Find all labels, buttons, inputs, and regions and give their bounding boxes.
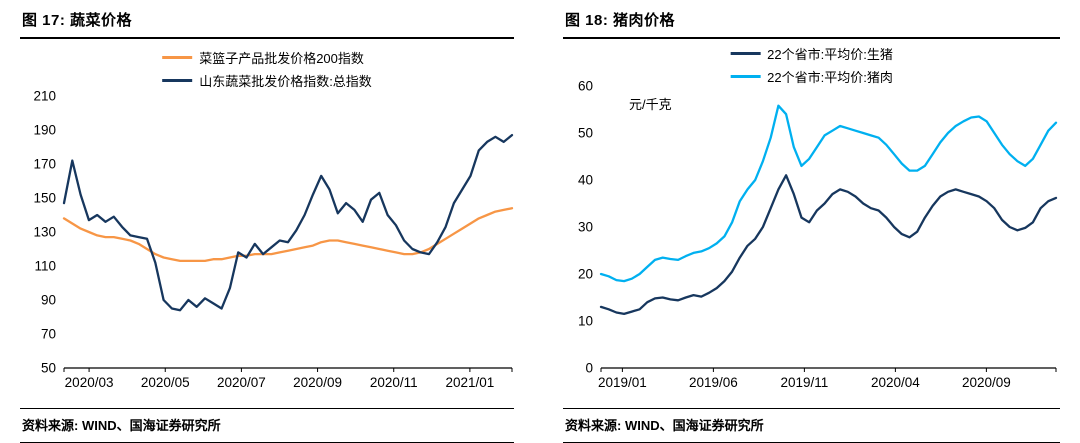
legend-item: 22个省市:平均价:猪肉 bbox=[730, 65, 893, 88]
y-tick-label: 110 bbox=[34, 259, 56, 274]
x-tick-label: 2021/01 bbox=[445, 375, 494, 390]
y-tick-label: 190 bbox=[33, 123, 56, 138]
legend-label: 山东蔬菜批发价格指数:总指数 bbox=[199, 74, 372, 89]
legend-label: 菜篮子产品批发价格200指数 bbox=[199, 51, 364, 66]
x-tick-label: 2020/05 bbox=[141, 375, 190, 390]
legend-item: 山东蔬菜批发价格指数:总指数 bbox=[162, 69, 372, 92]
y-tick-label: 50 bbox=[41, 361, 56, 376]
legend-item: 22个省市:平均价:生猪 bbox=[730, 42, 893, 65]
y-tick-label: 150 bbox=[33, 191, 56, 206]
y-tick-label: 210 bbox=[33, 89, 56, 104]
y-tick-label: 130 bbox=[33, 225, 56, 240]
x-tick-label: 2019/06 bbox=[689, 375, 738, 390]
y-tick-label: 60 bbox=[578, 79, 593, 94]
y-tick-label: 40 bbox=[578, 173, 593, 188]
x-tick-label: 2020/09 bbox=[962, 375, 1011, 390]
legend-item: 菜篮子产品批发价格200指数 bbox=[162, 46, 372, 69]
y-tick-label: 70 bbox=[41, 327, 56, 342]
y-tick-label: 10 bbox=[578, 314, 593, 329]
vegetable-price-chart: 50 70 90 110 130 150 170 190 210 2020/03 2020/05 20… bbox=[33, 89, 514, 390]
x-tick-label: 2019/01 bbox=[598, 375, 647, 390]
legend-line-swatch bbox=[162, 56, 193, 59]
x-tick-label: 2020/09 bbox=[293, 375, 342, 390]
x-tick-label: 2020/11 bbox=[370, 375, 418, 390]
figure-vegetable-prices: 图 17: 蔬菜价格 菜篮子产品批发价格200指数 山东蔬菜批发价格指数:总指数… bbox=[20, 6, 514, 443]
x-tick-label: 2019/11 bbox=[780, 375, 828, 390]
figure-title: 图 18: 猪肉价格 bbox=[563, 6, 1060, 39]
source-note: 资料来源: WIND、国海证券研究所 bbox=[563, 408, 1060, 443]
x-tick-label: 2020/07 bbox=[217, 375, 266, 390]
y-tick-label: 170 bbox=[33, 157, 56, 172]
legend: 菜篮子产品批发价格200指数 山东蔬菜批发价格指数:总指数 bbox=[162, 46, 372, 92]
legend-line-swatch bbox=[730, 75, 761, 78]
series-line bbox=[599, 104, 1058, 283]
pork-price-chart: 0 10 20 30 40 50 60 2019/01 2019/06 2019/11 2020/0… bbox=[578, 79, 1058, 390]
x-tick-label: 2020/04 bbox=[871, 375, 920, 390]
y-tick-label: 30 bbox=[578, 220, 593, 235]
y-tick-label: 20 bbox=[578, 267, 593, 282]
legend-label: 22个省市:平均价:猪肉 bbox=[767, 70, 893, 85]
y-tick-label: 0 bbox=[585, 361, 593, 376]
x-tick-label: 2020/03 bbox=[65, 375, 114, 390]
y-tick-label: 50 bbox=[578, 126, 593, 141]
figure-pork-prices: 图 18: 猪肉价格 22个省市:平均价:生猪 22个省市:平均价:猪肉 元/千… bbox=[563, 6, 1060, 443]
series-line bbox=[62, 133, 514, 312]
legend-line-swatch bbox=[730, 52, 761, 55]
legend-label: 22个省市:平均价:生猪 bbox=[767, 47, 893, 62]
legend-line-swatch bbox=[162, 79, 193, 82]
legend: 22个省市:平均价:生猪 22个省市:平均价:猪肉 bbox=[730, 42, 893, 88]
y-tick-label: 90 bbox=[41, 293, 56, 308]
source-note: 资料来源: WIND、国海证券研究所 bbox=[20, 408, 514, 443]
series-line bbox=[599, 174, 1058, 316]
y-axis-unit-label: 元/千克 bbox=[629, 97, 672, 112]
figure-title: 图 17: 蔬菜价格 bbox=[20, 6, 514, 39]
